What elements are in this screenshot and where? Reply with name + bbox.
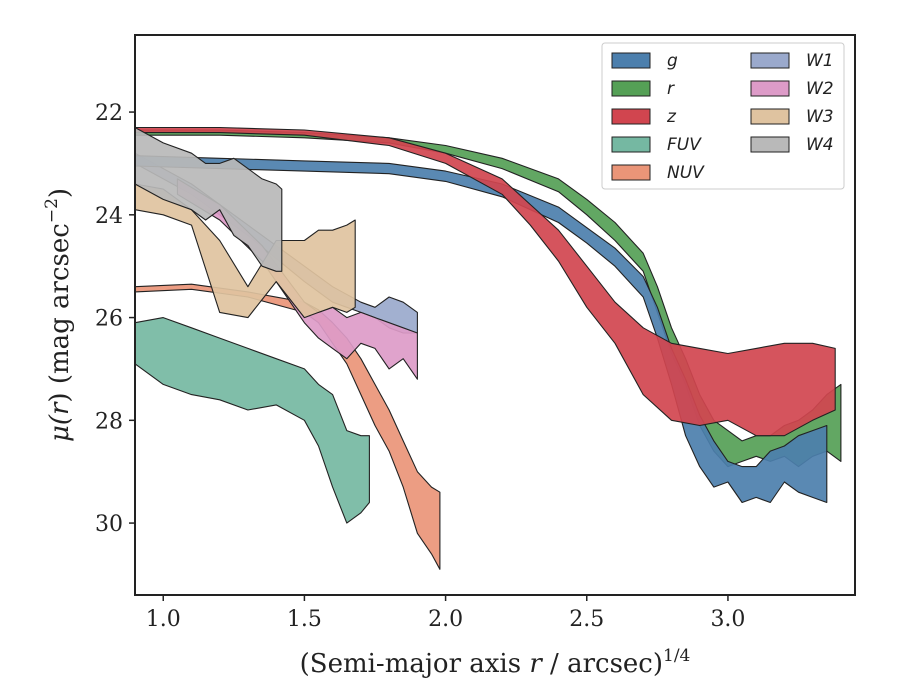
y-axis-label-close: ) <box>45 188 75 198</box>
legend-label-r: r <box>667 79 675 99</box>
legend-label-w4: W4 <box>806 135 834 155</box>
y-axis-label-var: r <box>45 401 75 415</box>
y-axis-label: μ(r) (mag arcsec−2) <box>42 188 75 442</box>
legend-swatch-z <box>611 108 651 125</box>
legend-label-g: g <box>667 51 678 71</box>
legend-swatch-r <box>611 80 651 97</box>
x-axis-label-sup: 1/4 <box>663 646 690 666</box>
legend-swatch-w4 <box>750 136 790 153</box>
y-axis-label-tail: ) (mag arcsec <box>45 223 75 402</box>
legend-swatch-w2 <box>750 80 790 97</box>
plot-frame <box>134 34 856 596</box>
x-tick-label: 2.0 <box>428 607 463 632</box>
series-layer <box>134 126 842 570</box>
y-tick-label: 22 <box>95 101 123 126</box>
legend-label-z: z <box>666 107 677 127</box>
y-axis-label-sup: −2 <box>42 198 62 223</box>
legend-label-w1: W1 <box>806 51 834 71</box>
legend-label-nuv: NUV <box>667 163 705 183</box>
y-axis-label-main: μ( <box>45 414 75 442</box>
x-tick-label: 2.5 <box>569 607 604 632</box>
legend-label-w3: W3 <box>806 107 834 127</box>
series-band-r <box>134 129 842 468</box>
series-band-g <box>134 155 828 504</box>
legend-swatch-w3 <box>750 108 790 125</box>
x-axis-label: (Semi-major axis r / arcsec)1/4 <box>300 646 691 679</box>
series-band-w3 <box>134 183 356 319</box>
y-tick-label: 26 <box>95 307 123 332</box>
x-axis-label-var: r <box>529 649 543 679</box>
x-tick-label: 1.0 <box>146 607 181 632</box>
legend-swatch-w1 <box>750 52 790 69</box>
y-tick-label: 28 <box>95 409 123 434</box>
ticks-layer: 1.0 1.5 2.0 2.5 3.0 22 24 26 28 30 <box>95 101 745 632</box>
y-tick-label: 30 <box>95 512 123 537</box>
legend-label-fuv: FUV <box>667 135 702 155</box>
legend-entries: grz FUV NUV W1 W2 W3 W4 <box>611 51 834 183</box>
x-axis-label-main: (Semi-major axis <box>300 649 530 679</box>
series-band-fuv <box>134 317 370 524</box>
legend-swatch-g <box>611 52 651 69</box>
series-band-w4 <box>134 126 283 272</box>
legend-swatch-nuv <box>611 164 651 181</box>
x-tick-label: 1.5 <box>287 607 322 632</box>
series-band-z <box>134 126 836 437</box>
legend-swatch-fuv <box>611 136 651 153</box>
x-tick-label: 3.0 <box>710 607 745 632</box>
x-axis-label-tail: / arcsec) <box>542 649 663 679</box>
legend: grz FUV NUV W1 W2 W3 W4 <box>601 42 845 190</box>
legend-label-w2: W2 <box>806 79 834 99</box>
y-tick-label: 24 <box>95 204 123 229</box>
